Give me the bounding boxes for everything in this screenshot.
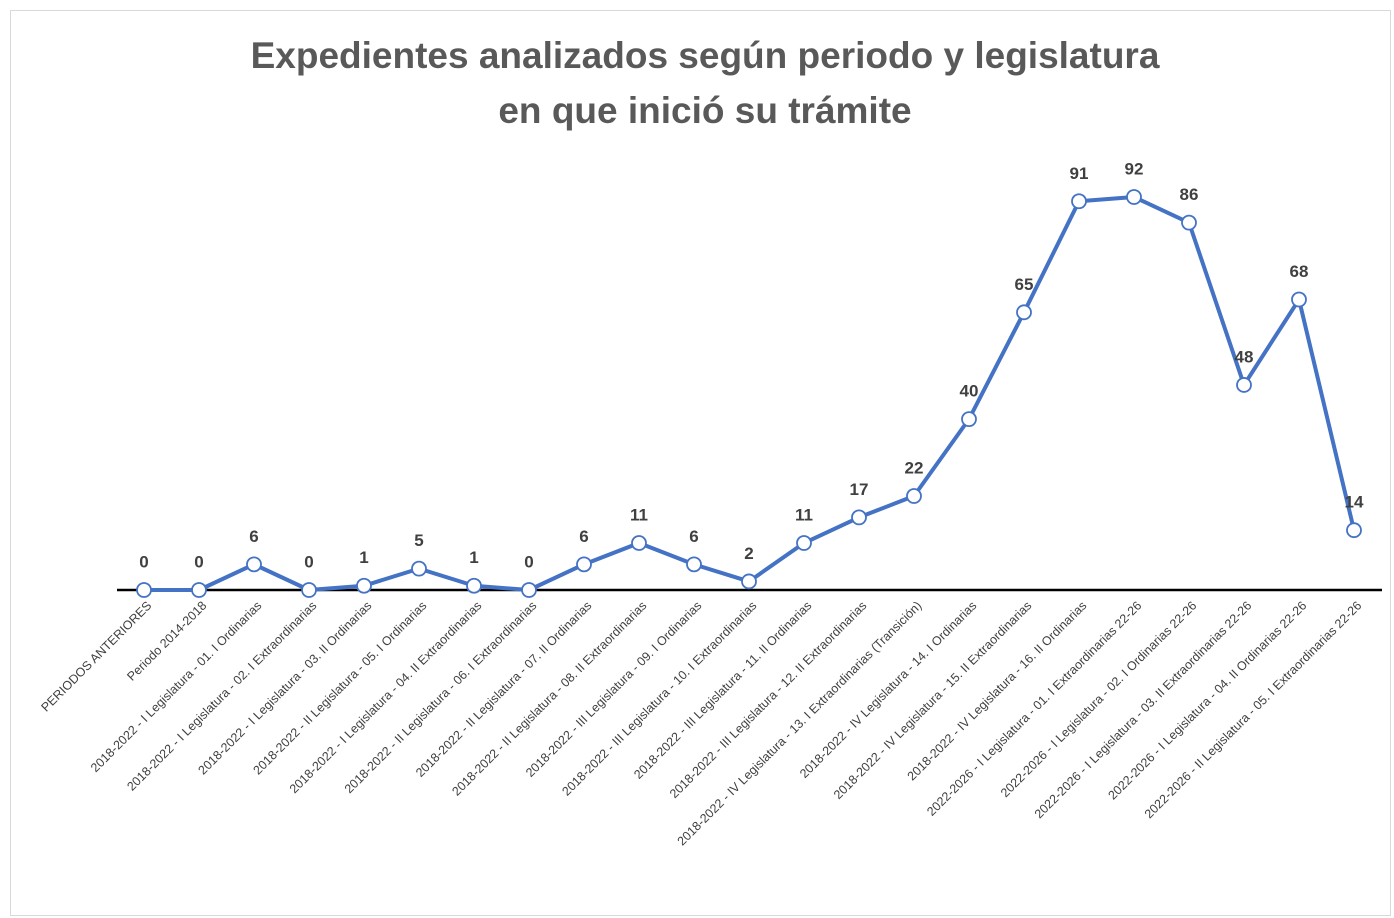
data-label: 0 [139,552,148,571]
data-label: 91 [1070,164,1089,183]
data-point [851,509,867,526]
data-point [521,582,537,598]
data-label: 6 [249,527,258,546]
data-point [1181,214,1197,231]
data-point [191,582,207,598]
data-point [301,582,317,598]
data-label: 68 [1290,262,1309,281]
data-label: 11 [795,505,813,524]
data-label: 22 [905,459,924,478]
data-point [1126,189,1142,205]
data-point [246,556,262,573]
data-point [466,577,482,594]
data-point [356,577,372,594]
data-label: 92 [1125,159,1144,178]
data-label: 0 [304,552,313,571]
data-label: 86 [1180,185,1199,204]
data-point [1291,291,1307,308]
data-label: 1 [359,548,368,567]
data-point [961,411,977,428]
data-label: 11 [630,505,648,524]
data-point [796,535,812,551]
data-label: 17 [850,480,869,499]
data-point [906,488,922,504]
data-label: 1 [469,548,478,567]
data-label: 48 [1235,347,1254,366]
data-point [1016,304,1032,321]
data-label: 0 [524,552,533,571]
data-label: 65 [1015,275,1034,294]
data-point [1236,377,1252,393]
data-label: 2 [744,544,753,563]
chart-frame [10,10,1391,916]
chart-title: en que inició su trámite [498,90,911,131]
data-label: 6 [689,527,698,546]
data-label: 6 [579,527,588,546]
data-point [1346,522,1362,539]
data-point [1071,193,1087,210]
data-label: 14 [1345,493,1364,512]
data-point [576,556,592,573]
data-label: 40 [960,382,979,401]
data-label: 0 [194,552,203,571]
data-point [411,560,427,577]
data-point [136,582,152,598]
data-point [631,535,647,551]
chart-title: Expedientes analizados según periodo y l… [251,35,1160,76]
data-point [741,573,757,590]
data-label: 5 [414,531,423,550]
data-point [686,556,702,573]
